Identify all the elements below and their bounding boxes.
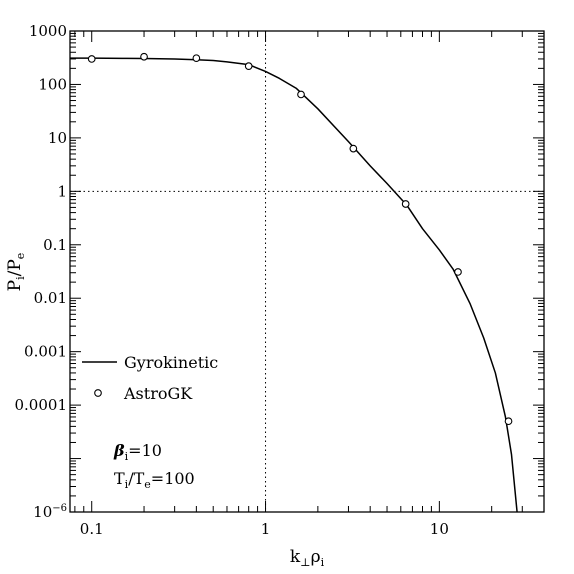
y-tick-label: 0.01 xyxy=(34,289,67,307)
data-point-astrogk xyxy=(401,200,410,208)
y-tick-label: 10−6 xyxy=(33,503,67,521)
x-tick-label: 10 xyxy=(430,520,449,538)
beta-value: =10 xyxy=(128,441,162,460)
temp-t1: T xyxy=(114,469,125,488)
x-axis-label: k⊥ρi xyxy=(290,547,325,569)
legend-label-astrogk: AstroGK xyxy=(123,384,193,403)
beta-symbol: β xyxy=(113,441,125,460)
y-tick-label: 100 xyxy=(38,75,67,93)
temp-value: =100 xyxy=(151,469,195,488)
y-tick-label: 1 xyxy=(57,182,67,200)
y-label-e: e xyxy=(14,253,27,260)
temp-sub-i: i xyxy=(125,478,129,491)
reference-lines-layer xyxy=(70,31,544,512)
x-tick-label: 0.1 xyxy=(80,520,104,538)
y-label-p1: P xyxy=(5,280,25,291)
y-tick-label: 0.0001 xyxy=(15,396,68,414)
y-tick-label: 0.1 xyxy=(43,236,67,254)
data-point-astrogk xyxy=(297,90,305,99)
data-point-astrogk xyxy=(87,55,96,63)
data-point-astrogk xyxy=(140,52,148,61)
x-label-rho: ρ xyxy=(311,547,321,567)
y-label-i: i xyxy=(14,276,27,280)
ticks-layer xyxy=(70,30,545,513)
x-tick-label: 1 xyxy=(261,520,271,538)
series-layer xyxy=(70,52,518,513)
y-tick-label-base: 10 xyxy=(33,503,52,521)
data-point-astrogk xyxy=(454,268,462,276)
series-line-gyrokinetic xyxy=(70,57,518,513)
y-label-slash-p: /P xyxy=(5,259,25,276)
data-point-astrogk xyxy=(192,54,201,63)
x-label-i: i xyxy=(321,556,325,569)
beta-sub: i xyxy=(125,450,129,463)
y-tick-label-exponent: −6 xyxy=(52,503,67,514)
temp-slash-t: /T xyxy=(128,469,144,488)
y-tick-label: 10 xyxy=(48,129,67,147)
temp-annotation: Ti/Te=100 xyxy=(114,469,195,491)
data-point-astrogk xyxy=(349,144,358,153)
y-tick-label: 1000 xyxy=(29,22,67,40)
data-point-astrogk xyxy=(504,417,513,426)
plot-frame xyxy=(69,30,545,513)
legend-circle-swatch xyxy=(94,389,102,397)
x-label-perp: ⊥ xyxy=(300,556,310,569)
x-label-k: k xyxy=(290,547,301,567)
legend-label-gyrokinetic: Gyrokinetic xyxy=(124,353,218,372)
temp-sub-e: e xyxy=(144,478,151,491)
y-tick-label: 0.001 xyxy=(24,343,67,361)
beta-annotation: βi=10 xyxy=(113,441,162,463)
data-point-astrogk xyxy=(244,62,253,70)
legend: Gyrokinetic AstroGK xyxy=(82,353,218,403)
y-axis-label: Pi/Pe xyxy=(5,253,27,292)
